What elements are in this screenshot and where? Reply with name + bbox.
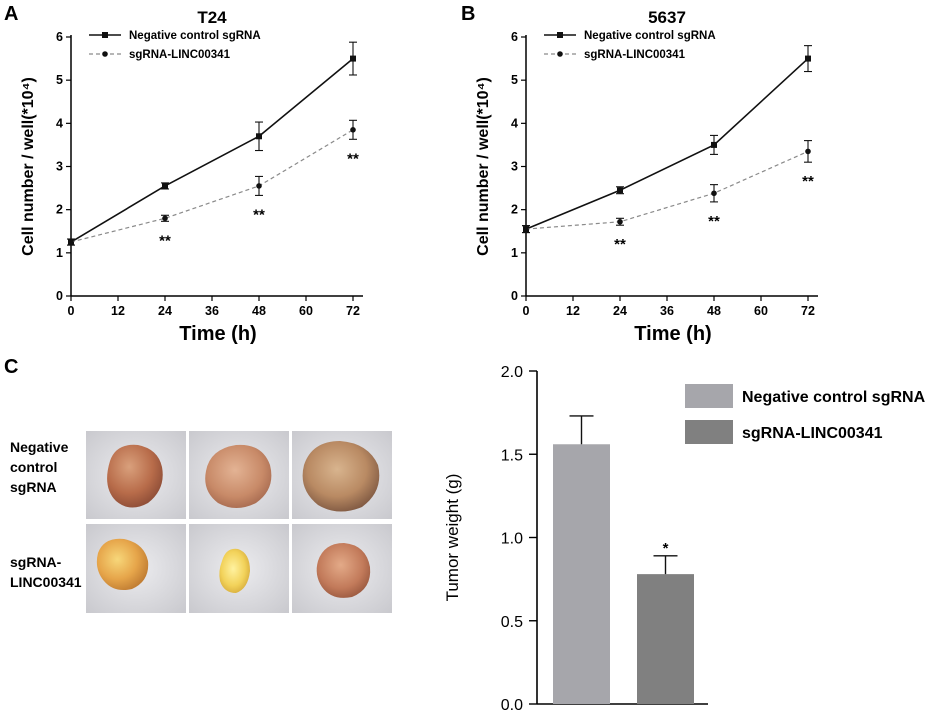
- panel-letter-a: A: [4, 3, 18, 25]
- chart-b-legend-marker-1: [557, 51, 563, 57]
- chart-b-legend-marker-0: [557, 32, 563, 38]
- chart-a-x-tick-label-72: 72: [346, 304, 360, 318]
- chart-c-y-label: Tumor weight (g): [443, 474, 462, 602]
- chart-a-x-tick-label-12: 12: [111, 304, 125, 318]
- chart-b-x-tick-label-72: 72: [801, 304, 815, 318]
- chart-a-annotation-0: **: [159, 232, 171, 249]
- chart-a-series-1-point-0: [68, 239, 74, 245]
- chart-a-series-0-point-2: [256, 133, 262, 140]
- chart-a-y-label: Cell number / well(*10⁴): [20, 77, 37, 256]
- chart-c-y-tick-label-3: 1.5: [501, 447, 523, 464]
- chart-b-y-tick-label-6: 6: [511, 30, 518, 44]
- chart-a-y-tick-label-5: 5: [56, 73, 63, 87]
- row-label-negative-line3: sgRNA: [10, 479, 57, 495]
- chart-b-series-0-point-1: [617, 187, 623, 194]
- chart-b-legend-label-0: Negative control sgRNA: [584, 30, 716, 42]
- chart-c-legend-label-1: sgRNA-LINC00341: [742, 425, 883, 442]
- chart-c-y-tick-label-1: 0.5: [501, 614, 523, 631]
- chart-a-y-tick-label-6: 6: [56, 30, 63, 44]
- chart-c-tumor-weight: 0.0 0.5 1.0 1.5 2.0 Tumor weight (g) * Negative…: [443, 364, 926, 714]
- photo-sgrna-3: [292, 524, 392, 613]
- chart-b-series-1-point-3: [805, 148, 811, 155]
- chart-b-series-1-point-2: [711, 190, 717, 197]
- chart-c-bar-1: [637, 574, 694, 704]
- photo-negative-1: [86, 431, 186, 519]
- chart-a-series-1-point-1: [162, 215, 168, 222]
- photo-sgrna-2: [189, 524, 289, 613]
- photo-sgrna-1: [86, 524, 186, 613]
- chart-a-legend-marker-1: [102, 51, 108, 57]
- chart-a-y-tick-label-3: 3: [56, 160, 63, 174]
- chart-c-y-tick-label-4: 2.0: [501, 364, 523, 381]
- chart-a-x-tick-label-36: 36: [205, 304, 219, 318]
- chart-b-series-0-point-3: [805, 55, 811, 62]
- chart-c-legend-swatch-1: [685, 420, 733, 444]
- chart-b-title: 5637: [648, 8, 686, 27]
- chart-b-y-tick-label-4: 4: [511, 116, 518, 130]
- chart-b-x-tick-label-12: 12: [566, 304, 580, 318]
- chart-a-x-tick-label-24: 24: [158, 304, 172, 318]
- chart-a-x-tick-label-0: 0: [68, 304, 75, 318]
- chart-a-series-1-point-3: [350, 127, 356, 133]
- chart-b-x-tick-label-24: 24: [613, 304, 627, 318]
- chart-a-series-0-point-3: [350, 55, 356, 62]
- photo-negative-2: [189, 431, 289, 519]
- chart-c-legend-label-0: Negative control sgRNA: [742, 389, 926, 406]
- chart-b-legend-label-1: sgRNA-LINC00341: [584, 49, 686, 61]
- chart-a-title: T24: [197, 8, 227, 27]
- chart-b-y-tick-label-3: 3: [511, 160, 518, 174]
- chart-b-series-1-point-1: [617, 218, 623, 225]
- chart-b-x-label: Time (h): [634, 323, 711, 345]
- chart-a-y-tick-label-2: 2: [56, 203, 63, 217]
- chart-a-legend-label-1: sgRNA-LINC00341: [129, 49, 231, 61]
- chart-c-legend-swatch-0: [685, 384, 733, 408]
- chart-b-annotation-2: **: [802, 173, 814, 190]
- chart-b-x-tick-label-36: 36: [660, 304, 674, 318]
- chart-b-y-tick-label-1: 1: [511, 246, 518, 260]
- panel-letter-b: B: [461, 3, 475, 25]
- chart-c-annotation-0: *: [663, 540, 669, 557]
- panel-letter-c: C: [4, 356, 18, 378]
- chart-b-y-label: Cell number / well(*10⁴): [475, 77, 492, 256]
- row-label-negative-line1: Negative: [10, 439, 69, 455]
- chart-a-x-label: Time (h): [179, 323, 256, 345]
- chart-b-x-tick-label-60: 60: [754, 304, 768, 318]
- row-label-sgrna-line2: LINC00341: [10, 574, 82, 590]
- chart-c-y-tick-label-0: 0.0: [501, 697, 523, 712]
- chart-a-annotation-1: **: [253, 206, 265, 223]
- chart-a-y-tick-label-4: 4: [56, 116, 63, 130]
- chart-a-annotation-2: **: [347, 150, 359, 167]
- tumor-photos: [86, 431, 392, 613]
- chart-b-series-1-point-0: [523, 226, 529, 232]
- chart-c-y-tick-label-2: 1.0: [501, 531, 523, 548]
- chart-b-series-1-line: [525, 150, 809, 230]
- chart-a-series-1-line: [70, 129, 354, 243]
- chart-a-y-tick-label-1: 1: [56, 246, 63, 260]
- chart-a-series-0-line: [70, 57, 354, 243]
- row-label-sgrna-line1: sgRNA-: [10, 554, 62, 570]
- chart-b-series-0-line: [525, 57, 809, 230]
- chart-b-annotation-1: **: [708, 213, 720, 230]
- chart-b-x-tick-label-0: 0: [523, 304, 530, 318]
- chart-b-y-tick-label-0: 0: [511, 289, 518, 303]
- chart-a-series-0-point-1: [162, 182, 168, 189]
- chart-c-bar-0: [553, 444, 610, 704]
- chart-a-series-1-point-2: [256, 183, 262, 189]
- chart-b-x-tick-label-48: 48: [707, 304, 721, 318]
- chart-a-legend-label-0: Negative control sgRNA: [129, 30, 261, 42]
- chart-b-series-0-point-2: [711, 141, 717, 148]
- chart-a-x-tick-label-60: 60: [299, 304, 313, 318]
- chart-b-y-tick-label-5: 5: [511, 73, 518, 87]
- photo-negative-3: [292, 431, 392, 519]
- chart-a-legend-marker-0: [102, 32, 108, 38]
- chart-b-annotation-0: **: [614, 236, 626, 253]
- row-label-negative-line2: control: [10, 459, 57, 475]
- chart-a-x-tick-label-48: 48: [252, 304, 266, 318]
- chart-b-y-tick-label-2: 2: [511, 203, 518, 217]
- chart-a-y-tick-label-0: 0: [56, 289, 63, 303]
